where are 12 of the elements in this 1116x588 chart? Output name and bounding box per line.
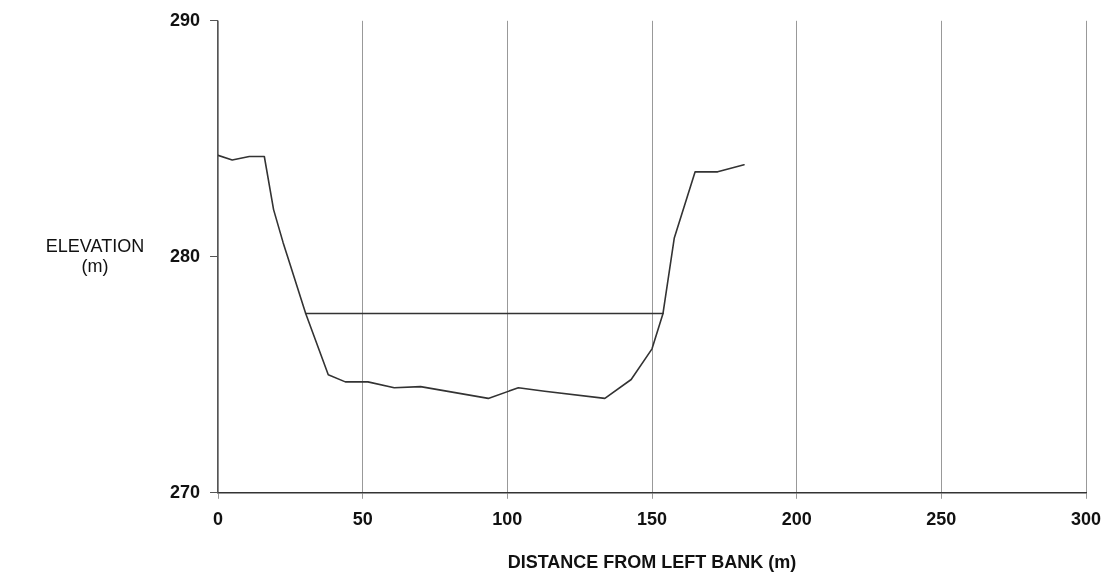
y-axis-title: ELEVATION (m) — [45, 235, 145, 276]
y-tick-label: 290 — [169, 9, 201, 30]
x-axis-title: DISTANCE FROM LEFT BANK (m) — [507, 552, 797, 573]
x-tick-label: 50 — [352, 508, 373, 529]
x-tick-label: 200 — [781, 508, 812, 529]
y-tick-label: 270 — [169, 481, 201, 502]
x-tick-label: 300 — [1070, 508, 1102, 529]
x-tick-label: 250 — [926, 508, 957, 529]
x-tick-label: 0 — [213, 508, 224, 529]
y-tick-label: 280 — [169, 245, 201, 266]
x-tick-label: 150 — [636, 508, 668, 529]
x-tick-label: 100 — [492, 508, 523, 529]
